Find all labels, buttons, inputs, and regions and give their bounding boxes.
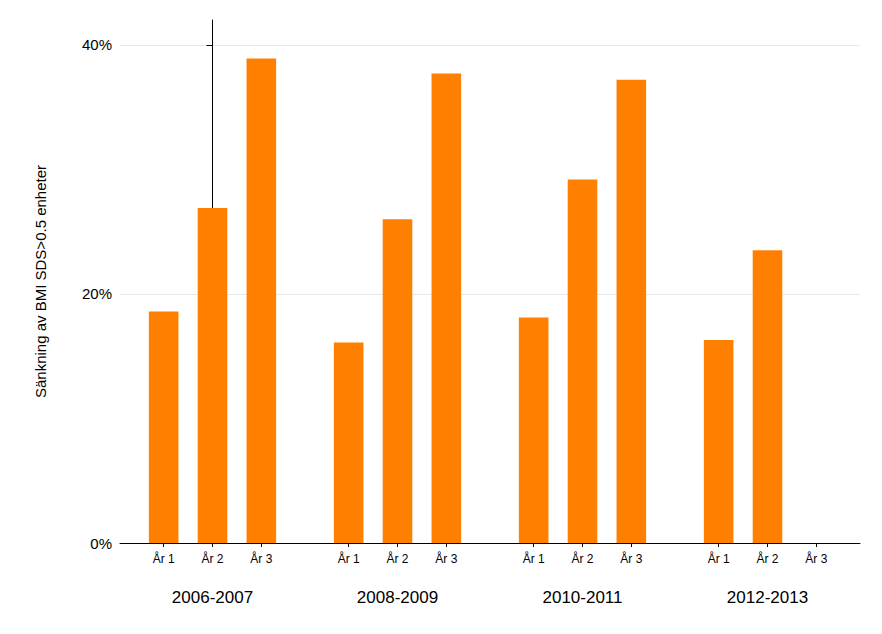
svg-text:2008-2009: 2008-2009 <box>357 588 438 607</box>
svg-text:Sänkning av BMI SDS>0.5 enhete: Sänkning av BMI SDS>0.5 enheter <box>32 165 49 398</box>
svg-text:År 3: År 3 <box>805 551 827 566</box>
svg-text:0%: 0% <box>90 535 112 552</box>
svg-text:2006-2007: 2006-2007 <box>172 588 253 607</box>
svg-text:40%: 40% <box>82 36 112 53</box>
svg-text:År 3: År 3 <box>435 551 457 566</box>
svg-text:År 2: År 2 <box>571 551 593 566</box>
svg-text:År 1: År 1 <box>153 551 175 566</box>
svg-text:20%: 20% <box>82 285 112 302</box>
svg-text:År 2: År 2 <box>756 551 778 566</box>
svg-text:År 2: År 2 <box>201 551 223 566</box>
svg-text:År 1: År 1 <box>708 551 730 566</box>
svg-text:År 2: År 2 <box>386 551 408 566</box>
svg-text:År 1: År 1 <box>338 551 360 566</box>
svg-text:År 3: År 3 <box>620 551 642 566</box>
svg-text:År 1: År 1 <box>523 551 545 566</box>
svg-text:År 3: År 3 <box>250 551 272 566</box>
svg-text:2010-2011: 2010-2011 <box>542 588 622 607</box>
svg-text:2012-2013: 2012-2013 <box>727 588 808 607</box>
